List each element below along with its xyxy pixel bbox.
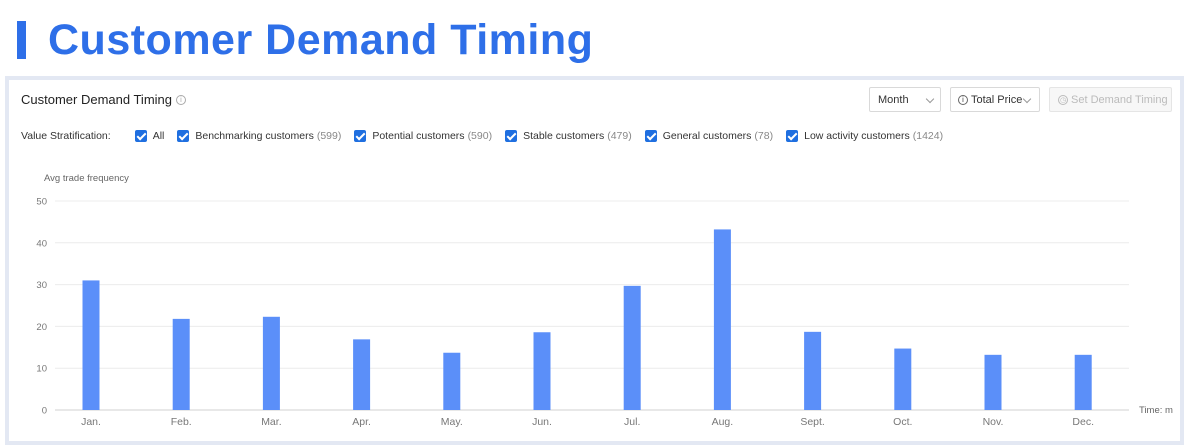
- bar-dec[interactable]: [1074, 354, 1092, 410]
- checkbox-checked-icon[interactable]: [644, 130, 657, 142]
- period-select-value: Month: [878, 93, 909, 106]
- filter-item-count: (78): [754, 130, 774, 142]
- info-circle-icon: i: [958, 94, 968, 105]
- x-axis-label: Time: m: [1139, 405, 1173, 416]
- bar-oct[interactable]: [894, 348, 912, 410]
- period-select[interactable]: Month: [869, 87, 941, 112]
- x-tick-label: Mar.: [261, 416, 281, 428]
- x-tick-label: Sept.: [800, 416, 825, 428]
- bar-sept[interactable]: [804, 331, 822, 410]
- filter-all[interactable]: All: [134, 130, 165, 142]
- checkbox-checked-icon[interactable]: [134, 130, 147, 142]
- page-header: Customer Demand Timing: [0, 0, 1190, 76]
- page-title: Customer Demand Timing: [48, 16, 594, 64]
- filter-general-customers[interactable]: General customers (78): [644, 130, 774, 142]
- bar-aug[interactable]: [713, 229, 731, 410]
- info-circle-icon[interactable]: i: [176, 94, 186, 105]
- checkbox-checked-icon[interactable]: [786, 130, 799, 142]
- x-tick-label: Jul.: [624, 416, 640, 428]
- filter-item-label: Stable customers: [523, 130, 605, 142]
- y-tick-label: 40: [36, 238, 47, 249]
- bar-apr[interactable]: [353, 339, 371, 410]
- bar-jan[interactable]: [82, 280, 100, 410]
- y-tick-label: 30: [36, 280, 47, 291]
- filter-low-activity-customers[interactable]: Low activity customers (1424): [786, 130, 943, 142]
- chevron-down-icon: [1022, 94, 1032, 104]
- x-tick-label: Apr.: [352, 416, 371, 428]
- bar-nov[interactable]: [984, 354, 1002, 410]
- x-tick-label: Dec.: [1072, 416, 1094, 428]
- clock-settings-icon: ◷: [1058, 94, 1068, 105]
- value-stratification-filters: Value Stratification: All Benchmarking c…: [21, 129, 956, 143]
- filter-item-label: All: [152, 130, 165, 142]
- bar-mar[interactable]: [262, 316, 280, 410]
- set-demand-timing-label: Set Demand Timing: [1071, 93, 1168, 106]
- chevron-down-icon: [925, 94, 935, 104]
- filter-item-count: (479): [607, 130, 632, 142]
- filter-item-label: General customers: [662, 130, 752, 142]
- y-tick-label: 20: [36, 322, 47, 333]
- demand-timing-card: Customer Demand Timing i Month i Total P…: [5, 76, 1184, 445]
- x-tick-label: Jan.: [81, 416, 101, 428]
- checkbox-checked-icon[interactable]: [354, 130, 367, 142]
- filter-stable-customers[interactable]: Stable customers (479): [505, 130, 632, 142]
- filter-item-count: (1424): [912, 130, 944, 142]
- x-tick-label: Oct.: [893, 416, 912, 428]
- header-accent-bar: [17, 21, 26, 59]
- x-tick-label: Nov.: [983, 416, 1004, 428]
- bar-may[interactable]: [443, 352, 461, 410]
- x-tick-label: May.: [441, 416, 463, 428]
- filter-item-count: (590): [467, 130, 493, 142]
- x-tick-label: Aug.: [712, 416, 734, 428]
- card-title-text: Customer Demand Timing: [21, 92, 172, 107]
- bar-feb[interactable]: [172, 318, 190, 410]
- set-demand-timing-button[interactable]: ◷ Set Demand Timing: [1049, 87, 1172, 112]
- metric-select-value: Total Price: [971, 93, 1023, 106]
- x-tick-label: Jun.: [532, 416, 552, 428]
- y-tick-label: 10: [36, 364, 47, 375]
- demand-bar-chart: Avg trade frequency 0 10 20 30 40 50 Jan. Feb. Ma…: [36, 173, 1173, 428]
- y-axis-label: Avg trade frequency: [44, 173, 129, 184]
- filter-potential-customers[interactable]: Potential customers (590): [354, 130, 492, 142]
- filter-item-label: Benchmarking customers: [195, 130, 314, 142]
- metric-select[interactable]: i Total Price: [950, 87, 1040, 112]
- filter-benchmarking-customers[interactable]: Benchmarking customers (599): [177, 130, 341, 142]
- bar-jul[interactable]: [623, 285, 641, 410]
- bar-jun[interactable]: [533, 332, 551, 410]
- card-title: Customer Demand Timing i: [21, 92, 186, 107]
- filter-item-label: Low activity customers: [804, 130, 910, 142]
- checkbox-checked-icon[interactable]: [177, 130, 190, 142]
- y-tick-label: 0: [42, 406, 47, 417]
- x-tick-label: Feb.: [171, 416, 192, 428]
- filter-label: Value Stratification:: [21, 130, 111, 142]
- y-tick-label: 50: [36, 197, 47, 208]
- checkbox-checked-icon[interactable]: [505, 130, 518, 142]
- filter-item-count: (599): [316, 130, 342, 142]
- filter-item-label: Potential customers: [372, 130, 465, 142]
